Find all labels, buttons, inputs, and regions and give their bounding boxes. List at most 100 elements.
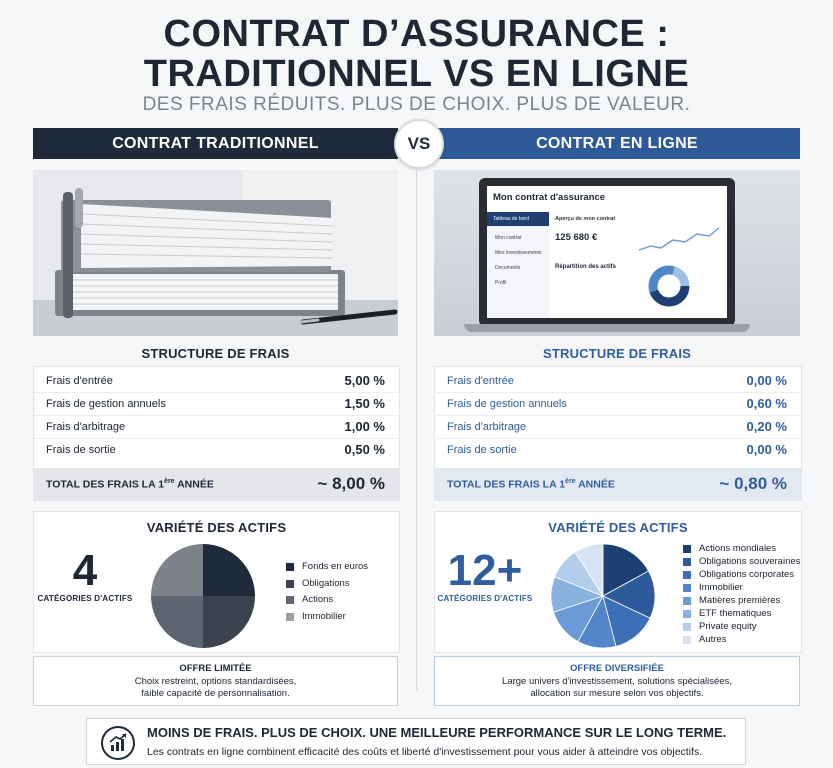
right-fees-table: Frais d'entrée 0,00 % Frais de gestion a…	[434, 366, 802, 501]
legend-item: Obligations	[286, 578, 350, 589]
legend-swatch	[683, 596, 691, 605]
fee-value: 1,00 %	[344, 419, 385, 434]
pie-slice-7	[574, 543, 604, 598]
fee-label: Frais de gestion annuels	[46, 397, 166, 410]
laptop-base	[464, 324, 750, 332]
legend-swatch	[286, 612, 294, 621]
title-line-1: CONTRAT D’ASSURANCE :	[163, 13, 670, 55]
menu-item-dashboard[interactable]: Tableau de bord	[487, 212, 549, 226]
fee-label: Frais d'entrée	[447, 374, 514, 387]
legend-item: Autres	[683, 634, 726, 645]
fee-value: 0,00 %	[746, 373, 787, 388]
legend-item: Immobilier	[286, 611, 346, 622]
right-asset-count-label: CATÉGORIES D'ACTIFS	[437, 594, 533, 603]
title-line-2: TRADITIONNEL VS EN LIGNE	[143, 53, 690, 95]
legend-item: Private equity	[683, 621, 757, 632]
left-assets-panel: VARIÉTÉ DES ACTIFS 4 CATÉGORIES D'ACTIFS…	[33, 511, 400, 653]
menu-item-investments[interactable]: Mes investissements	[495, 250, 542, 256]
fee-row: Frais d'arbitrage 0,20 %	[435, 415, 801, 439]
traditional-contract-header: CONTRAT TRADITIONNEL	[33, 128, 398, 159]
right-offer-title: OFFRE DIVERSIFIÉE	[570, 663, 664, 674]
fee-value: 0,50 %	[344, 442, 385, 457]
pie-slice-immobilier	[151, 544, 203, 596]
left-offer-line-2: faible capacité de personnalisation.	[141, 687, 290, 699]
footer-headline: MOINS DE FRAIS. PLUS DE CHOIX. UNE MEILL…	[147, 725, 727, 740]
right-offer-box: OFFRE DIVERSIFIÉE Large univers d'invest…	[434, 656, 800, 706]
online-contract-header: CONTRAT EN LIGNE	[434, 128, 800, 159]
left-asset-count: 4	[72, 546, 98, 595]
fee-value: 0,60 %	[746, 396, 787, 411]
right-assets-title: VARIÉTÉ DES ACTIFS	[548, 520, 688, 535]
legend-swatch	[286, 579, 294, 588]
legend-swatch	[286, 595, 294, 604]
performance-sparkline	[638, 227, 720, 251]
legend-swatch	[286, 562, 294, 571]
fee-value: 1,50 %	[344, 396, 385, 411]
app-title: Mon contrat d'assurance	[493, 192, 606, 203]
menu-item-profile[interactable]: Profil	[495, 280, 507, 286]
left-asset-count-label: CATÉGORIES D'ACTIFS	[37, 594, 133, 603]
right-offer-line-2: allocation sur mesure selon vos objectif…	[530, 687, 704, 699]
pie-slice-fonds-euros	[203, 544, 255, 596]
left-offer-line-1: Choix restreint, options standardisées,	[134, 676, 297, 687]
legend-item: ETF thematiques	[683, 608, 771, 619]
legend-item: Obligations souveraines	[683, 556, 800, 567]
app-sidebar: Tableau de bord Mon contrat Mes investis…	[487, 212, 549, 318]
growth-chart-icon	[101, 726, 135, 760]
pie-slice-actions	[151, 596, 203, 648]
fee-value: 0,00 %	[746, 442, 787, 457]
left-total-row: TOTAL DES FRAIS LA 1ère ANNÉE ~ 8,00 %	[34, 468, 399, 500]
right-offer-line-1: Large univers d'investissement, solution…	[502, 676, 732, 687]
contract-amount: 125 680 €	[555, 232, 598, 243]
binders-illustration	[33, 170, 398, 336]
left-offer-title: OFFRE LIMITÉE	[179, 663, 252, 674]
footer-text: Les contrats en ligne combinent efficaci…	[147, 746, 703, 758]
legend-item: Fonds en euros	[286, 561, 368, 572]
fee-value: 0,20 %	[746, 419, 787, 434]
fee-row: Frais de sortie 0,00 %	[435, 438, 801, 461]
menu-item-documents[interactable]: Documents	[495, 265, 521, 271]
right-assets-pie	[550, 543, 656, 649]
legend-swatch	[683, 557, 691, 566]
allocation-donut	[648, 265, 690, 307]
fee-row: Frais de gestion annuels 0,60 %	[435, 392, 801, 416]
right-asset-count: 12+	[447, 546, 523, 595]
fee-label: Frais d'entrée	[46, 374, 113, 387]
legend-swatch	[683, 635, 691, 644]
pie-slice-obligations	[203, 596, 255, 648]
left-fees-table: Frais d'entrée 5,00 % Frais de gestion a…	[33, 366, 400, 501]
pie-slice-0	[602, 543, 650, 597]
total-label: TOTAL DES FRAIS LA 1ère ANNÉE	[447, 477, 615, 491]
fee-row: Frais d'entrée 5,00 %	[34, 369, 399, 393]
legend-swatch	[683, 622, 691, 631]
subtitle: DES FRAIS RÉDUITS. PLUS DE CHOIX. PLUS D…	[142, 94, 691, 115]
fee-row: Frais d'arbitrage 1,00 %	[34, 415, 399, 439]
menu-item-contract[interactable]: Mon contrat	[495, 235, 522, 241]
left-assets-title: VARIÉTÉ DES ACTIFS	[146, 520, 287, 535]
fee-value: 5,00 %	[344, 373, 385, 388]
right-total-row: TOTAL DES FRAIS LA 1ère ANNÉE ~ 0,80 %	[435, 468, 801, 500]
legend-swatch	[683, 570, 691, 579]
laptop-photo: Mon contrat d'assurance Tableau de bord …	[434, 170, 800, 336]
allocation-title: Répartition des actifs	[555, 264, 617, 270]
total-value: ~ 8,00 %	[317, 474, 385, 493]
laptop-screen-frame: Mon contrat d'assurance Tableau de bord …	[479, 178, 735, 326]
right-fees-title: STRUCTURE DE FRAIS	[542, 346, 692, 361]
fee-label: Frais de gestion annuels	[447, 397, 567, 410]
legend-item: Actions mondiales	[683, 543, 776, 554]
vs-badge: VS	[394, 119, 444, 169]
legend-swatch	[683, 609, 691, 618]
fee-row: Frais de sortie 0,50 %	[34, 438, 399, 461]
overview-title: Aperçu de mon contrat	[555, 216, 616, 222]
total-label: TOTAL DES FRAIS LA 1ère ANNÉE	[46, 477, 214, 491]
fee-label: Frais de sortie	[447, 443, 517, 456]
laptop-screen: Mon contrat d'assurance Tableau de bord …	[487, 186, 727, 318]
right-assets-panel: VARIÉTÉ DES ACTIFS 12+ CATÉGORIES D'ACTI…	[434, 511, 802, 653]
footer-banner: MOINS DE FRAIS. PLUS DE CHOIX. UNE MEILL…	[86, 718, 746, 765]
binders-photo	[33, 170, 398, 336]
fee-row: Frais d'entrée 0,00 %	[435, 369, 801, 393]
fee-label: Frais de sortie	[46, 443, 116, 456]
pie-slice-1	[602, 570, 656, 619]
legend-swatch	[683, 544, 691, 553]
legend-swatch	[683, 583, 691, 592]
